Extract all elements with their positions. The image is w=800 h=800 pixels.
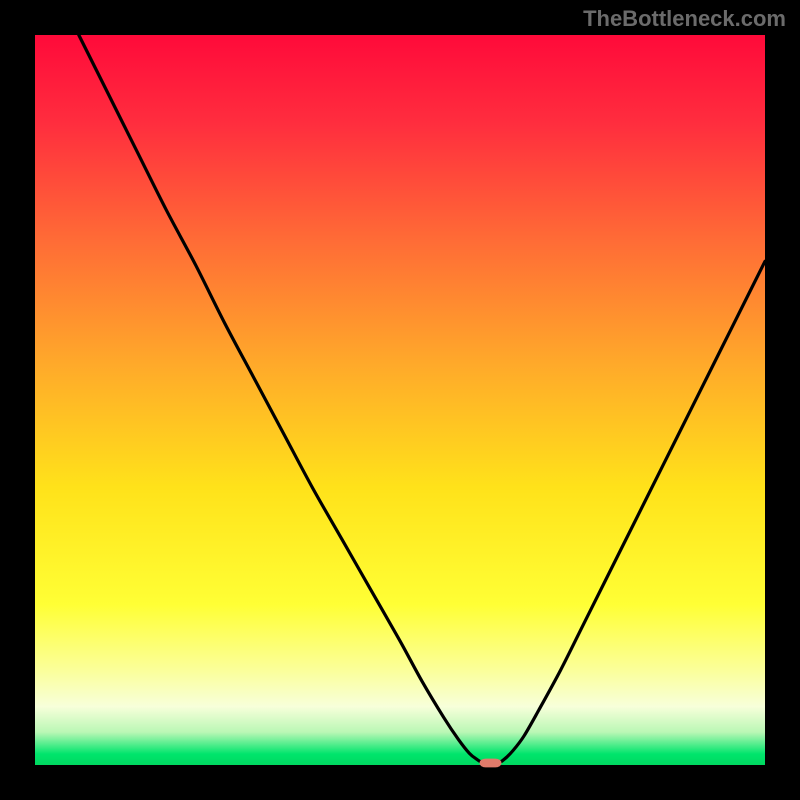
bottleneck-chart [0,0,800,800]
watermark-text: TheBottleneck.com [583,6,786,32]
chart-container: { "watermark": "TheBottleneck.com", "cha… [0,0,800,800]
